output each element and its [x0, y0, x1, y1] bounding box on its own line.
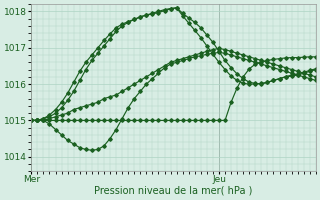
X-axis label: Pression niveau de la mer( hPa ): Pression niveau de la mer( hPa ) — [94, 186, 253, 196]
